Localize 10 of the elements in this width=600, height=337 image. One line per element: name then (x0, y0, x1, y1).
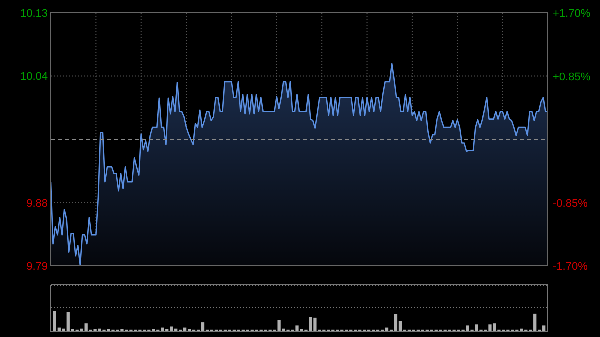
y-tick-label: 10.13 (20, 8, 48, 20)
y2-tick-label: -0.85% (553, 198, 588, 210)
y-tick-label: 9.88 (26, 198, 48, 210)
bar (394, 314, 398, 332)
bar (201, 322, 205, 332)
y2-tick-label: +1.70% (553, 8, 591, 20)
y2-tick-label: -1.70% (553, 261, 588, 273)
y2-tick-label: +0.85% (553, 71, 591, 84)
y-tick-label: 10.04 (20, 71, 48, 84)
y-tick-label: 9.79 (26, 261, 48, 273)
